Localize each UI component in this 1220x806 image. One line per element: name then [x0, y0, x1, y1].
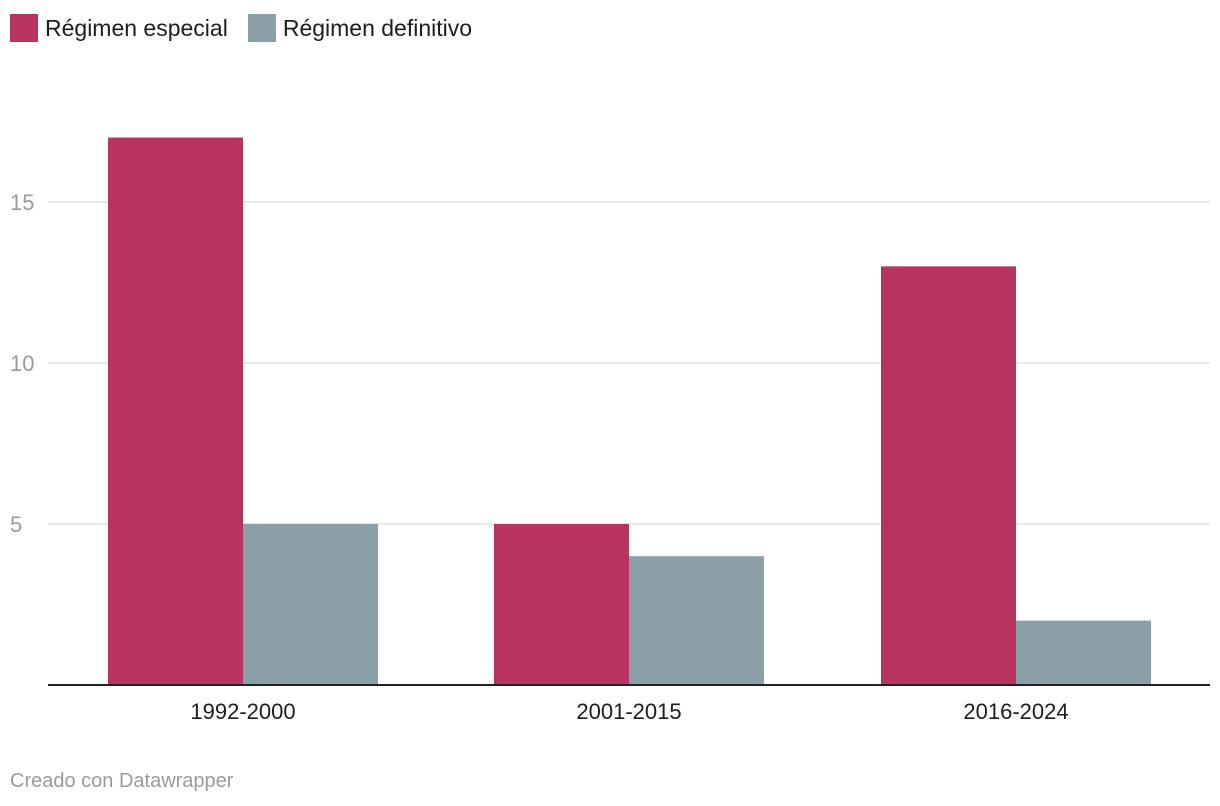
chart-legend: Régimen especial Régimen definitivo [10, 13, 492, 43]
legend-swatch-regimen-definitivo [247, 14, 276, 42]
x-tick-label-1992-2000: 1992-2000 [190, 699, 295, 724]
bar-definitivo-1992-2000 [243, 523, 378, 685]
bar-definitivo-2016-2024 [1016, 620, 1151, 685]
legend-label-regimen-especial: Régimen especial [45, 14, 228, 41]
legend-item-regimen-definitivo: Régimen definitivo [247, 14, 473, 42]
bar-definitivo-2001-2015 [629, 556, 764, 685]
x-tick-label-2016-2024: 2016-2024 [963, 699, 1068, 724]
datawrapper-credit: Creado con Datawrapper [10, 770, 234, 792]
y-tick-label-5: 5 [10, 512, 22, 537]
legend-label-regimen-definitivo: Régimen definitivo [282, 14, 473, 41]
bar-especial-1992-2000 [108, 137, 243, 686]
bar-especial-2001-2015 [494, 523, 629, 685]
legend-swatch-regimen-especial [10, 14, 38, 42]
x-tick-label-2001-2015: 2001-2015 [576, 699, 681, 724]
legend-item-regimen-especial: Régimen especial [10, 14, 228, 42]
y-tick-label-10: 10 [10, 351, 34, 376]
y-tick-label-15: 15 [10, 190, 34, 215]
bars [108, 137, 1151, 686]
bar-especial-2016-2024 [881, 266, 1016, 685]
x-axis-labels: 1992-2000 2001-2015 2016-2024 [190, 699, 1068, 724]
